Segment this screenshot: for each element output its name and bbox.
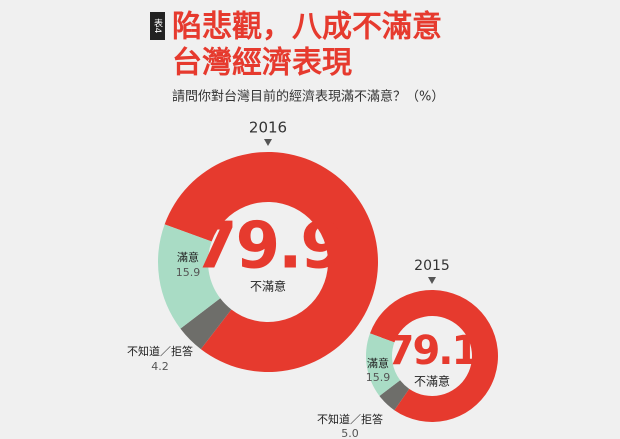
slice-value: 15.9 xyxy=(176,266,201,279)
year-label: 2016 xyxy=(249,119,287,137)
tag-label: 表4 xyxy=(152,18,163,34)
donut-slice xyxy=(365,333,401,396)
donut-slice xyxy=(369,290,498,422)
title-line: 陷悲觀，八成不滿意 xyxy=(172,10,442,45)
year-label: 2015 xyxy=(414,258,450,274)
slice-value: 5.0 xyxy=(341,427,359,439)
slice-label: 不知道／拒答 xyxy=(317,412,383,426)
center-value: 79.9 xyxy=(193,210,343,284)
year-marker xyxy=(264,139,272,146)
center-label: 不滿意 xyxy=(414,374,450,389)
subtitle: 請問你對台灣目前的經濟表現滿不滿意？（%） xyxy=(172,89,444,105)
slice-label: 滿意 xyxy=(367,356,389,370)
slice-label: 滿意 xyxy=(177,250,199,264)
slice-label: 不知道／拒答 xyxy=(127,344,193,358)
donut-slice xyxy=(157,224,221,329)
slice-value: 4.2 xyxy=(151,360,169,373)
tag-box xyxy=(150,12,165,40)
year-marker xyxy=(428,277,436,284)
center-value: 79.1 xyxy=(387,328,478,374)
slice-value: 15.9 xyxy=(366,371,391,384)
center-label: 不滿意 xyxy=(250,279,286,294)
donut-slice xyxy=(180,298,232,350)
title-line: 台灣經濟表現 xyxy=(172,46,352,81)
donut-slice xyxy=(164,152,378,372)
donut-slice xyxy=(379,380,410,411)
